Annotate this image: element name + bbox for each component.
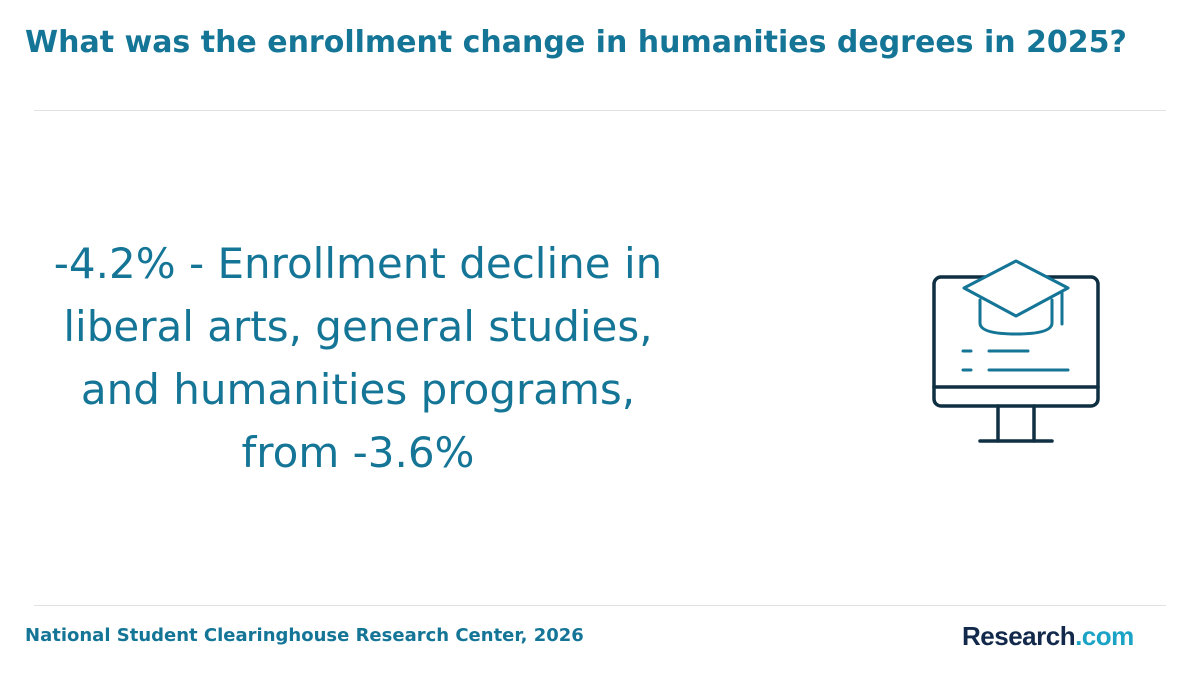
logo-tld-text: .com [1075, 621, 1134, 651]
logo-brand-text: Research [962, 621, 1076, 651]
computer-monitor-graduation-cap-icon [932, 259, 1100, 443]
screen-lines-icon [961, 349, 1070, 372]
header-divider [34, 110, 1166, 111]
graduation-cap-icon [962, 259, 1070, 336]
page-title: What was the enrollment change in humani… [25, 25, 1127, 60]
source-citation: National Student Clearinghouse Research … [25, 625, 584, 646]
footer-divider [34, 605, 1166, 606]
stat-text: -4.2% - Enrollment decline in liberal ar… [53, 239, 663, 477]
research-com-logo: Research.com [962, 620, 1134, 652]
